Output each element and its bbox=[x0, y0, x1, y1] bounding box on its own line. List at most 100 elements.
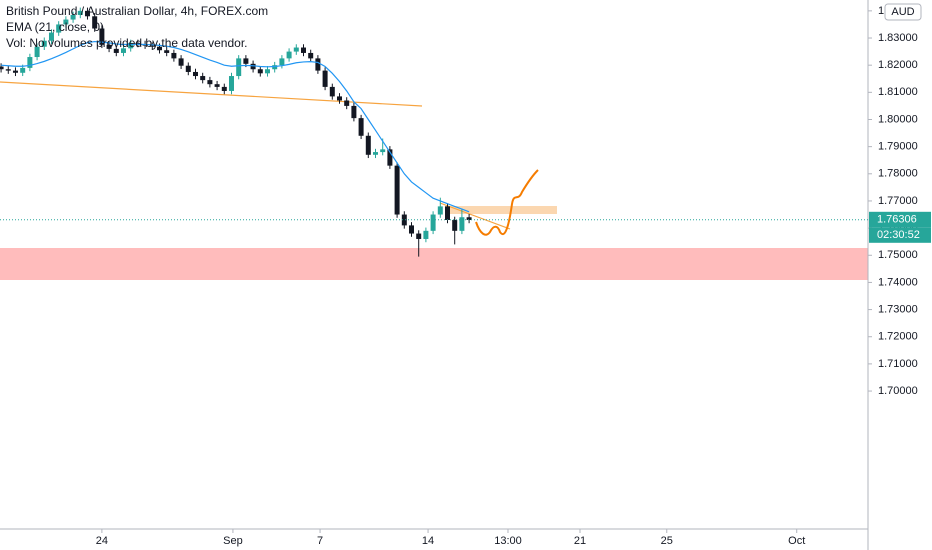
candle-body bbox=[466, 217, 472, 220]
x-tick-label: 25 bbox=[661, 535, 673, 547]
candle-body bbox=[0, 66, 4, 70]
x-tick-label: 7 bbox=[317, 535, 323, 547]
candle-body bbox=[84, 10, 90, 17]
candle-body bbox=[56, 24, 62, 33]
candle-body bbox=[207, 80, 213, 85]
candle-body bbox=[416, 233, 422, 239]
candle-body bbox=[387, 149, 393, 166]
candle-body bbox=[200, 76, 206, 81]
candle-body bbox=[164, 50, 170, 53]
candle-body bbox=[272, 65, 278, 70]
support-zone bbox=[0, 248, 868, 280]
candle-body bbox=[380, 149, 386, 153]
candle-body bbox=[293, 47, 299, 52]
y-tick-label: 1.83000 bbox=[878, 32, 918, 44]
candle-body bbox=[149, 45, 155, 47]
candle-body bbox=[77, 10, 83, 15]
x-tick-label: Sep bbox=[223, 535, 243, 547]
indicator-legend: EMA (21, close, 0) bbox=[6, 20, 104, 34]
countdown-badge bbox=[869, 227, 931, 243]
candle-body bbox=[228, 76, 234, 91]
candle-body bbox=[5, 69, 11, 71]
candle-body bbox=[322, 70, 328, 87]
candle-body bbox=[437, 206, 443, 215]
candle-body bbox=[315, 58, 321, 71]
last-price-badge bbox=[869, 211, 931, 228]
candle-body bbox=[430, 214, 436, 231]
resistance-zone bbox=[445, 206, 557, 214]
y-tick-label: 1.73000 bbox=[878, 303, 918, 315]
candle-body bbox=[41, 40, 47, 47]
trend-line bbox=[439, 202, 511, 230]
y-tick-label: 1.77000 bbox=[878, 195, 918, 207]
y-tick-label: 1.71000 bbox=[878, 358, 918, 370]
candle-body bbox=[12, 70, 18, 73]
volume-note: Vol: No volumes provided by the data ven… bbox=[6, 36, 247, 50]
candle-body bbox=[192, 71, 198, 77]
candle-body bbox=[236, 58, 242, 77]
candle-body bbox=[243, 58, 249, 64]
candle-body bbox=[365, 135, 371, 155]
candle-body bbox=[106, 44, 112, 49]
candle-body bbox=[336, 96, 342, 101]
candle-body bbox=[372, 152, 378, 155]
candle-body bbox=[445, 206, 451, 220]
chart-title: British Pound / Australian Dollar, 4h, F… bbox=[6, 4, 268, 18]
candle-body bbox=[408, 225, 414, 234]
candle-body bbox=[221, 86, 227, 91]
candle-body bbox=[178, 58, 184, 66]
y-tick-label: 1.70000 bbox=[878, 385, 918, 397]
x-tick-label: 13:00 bbox=[494, 535, 522, 547]
y-tick-label: 1.74000 bbox=[878, 276, 918, 288]
candle-body bbox=[264, 69, 270, 74]
currency: AUD bbox=[891, 6, 914, 18]
plot bbox=[0, 7, 472, 257]
candle-body bbox=[171, 52, 177, 59]
candle-body bbox=[423, 230, 429, 239]
candle-body bbox=[70, 14, 76, 20]
candle-body bbox=[48, 32, 54, 41]
candle-body bbox=[113, 48, 119, 53]
candle-body bbox=[394, 165, 400, 215]
candle-body bbox=[351, 105, 357, 119]
candle-body bbox=[257, 69, 263, 74]
ema-line bbox=[1, 40, 470, 213]
candle-body bbox=[344, 100, 350, 106]
x-tick-label: 21 bbox=[574, 535, 586, 547]
candle-body bbox=[135, 42, 141, 44]
candle-body bbox=[286, 51, 292, 59]
candle-body bbox=[128, 42, 134, 49]
trend-line bbox=[0, 81, 423, 107]
x-tick-label: 14 bbox=[422, 535, 434, 547]
candle-body bbox=[279, 58, 285, 66]
candle-body bbox=[34, 46, 40, 58]
candle-body bbox=[120, 48, 126, 53]
candle-body bbox=[401, 214, 407, 226]
candle-body bbox=[358, 118, 364, 136]
y-tick-label: 1.82000 bbox=[878, 59, 918, 71]
candle-body bbox=[329, 86, 335, 97]
y-tick-label: 1.75000 bbox=[878, 249, 918, 261]
candle-body bbox=[300, 47, 306, 53]
candle-body bbox=[20, 67, 26, 73]
candle-body bbox=[185, 65, 191, 72]
x-tick-label: Oct bbox=[788, 535, 805, 547]
candle-body bbox=[63, 19, 69, 25]
candle-body bbox=[250, 63, 256, 70]
candle-body bbox=[27, 57, 33, 68]
y-tick-label: 1.79000 bbox=[878, 141, 918, 153]
y-tick-label: 1.81000 bbox=[878, 86, 918, 98]
candle-body bbox=[99, 28, 105, 45]
currency-badge[interactable] bbox=[884, 3, 922, 21]
last-price-label: 1.76306 bbox=[877, 214, 917, 226]
candle-body bbox=[92, 16, 98, 29]
candle-body bbox=[452, 219, 458, 231]
candle-body bbox=[308, 52, 314, 59]
candle-body bbox=[214, 84, 220, 87]
countdown-label: 02:30:52 bbox=[877, 229, 920, 241]
x-tick-label: 24 bbox=[96, 535, 108, 547]
candle-body bbox=[459, 217, 465, 231]
y-tick-label: 1.72000 bbox=[878, 331, 918, 343]
projection-path bbox=[475, 169, 539, 236]
